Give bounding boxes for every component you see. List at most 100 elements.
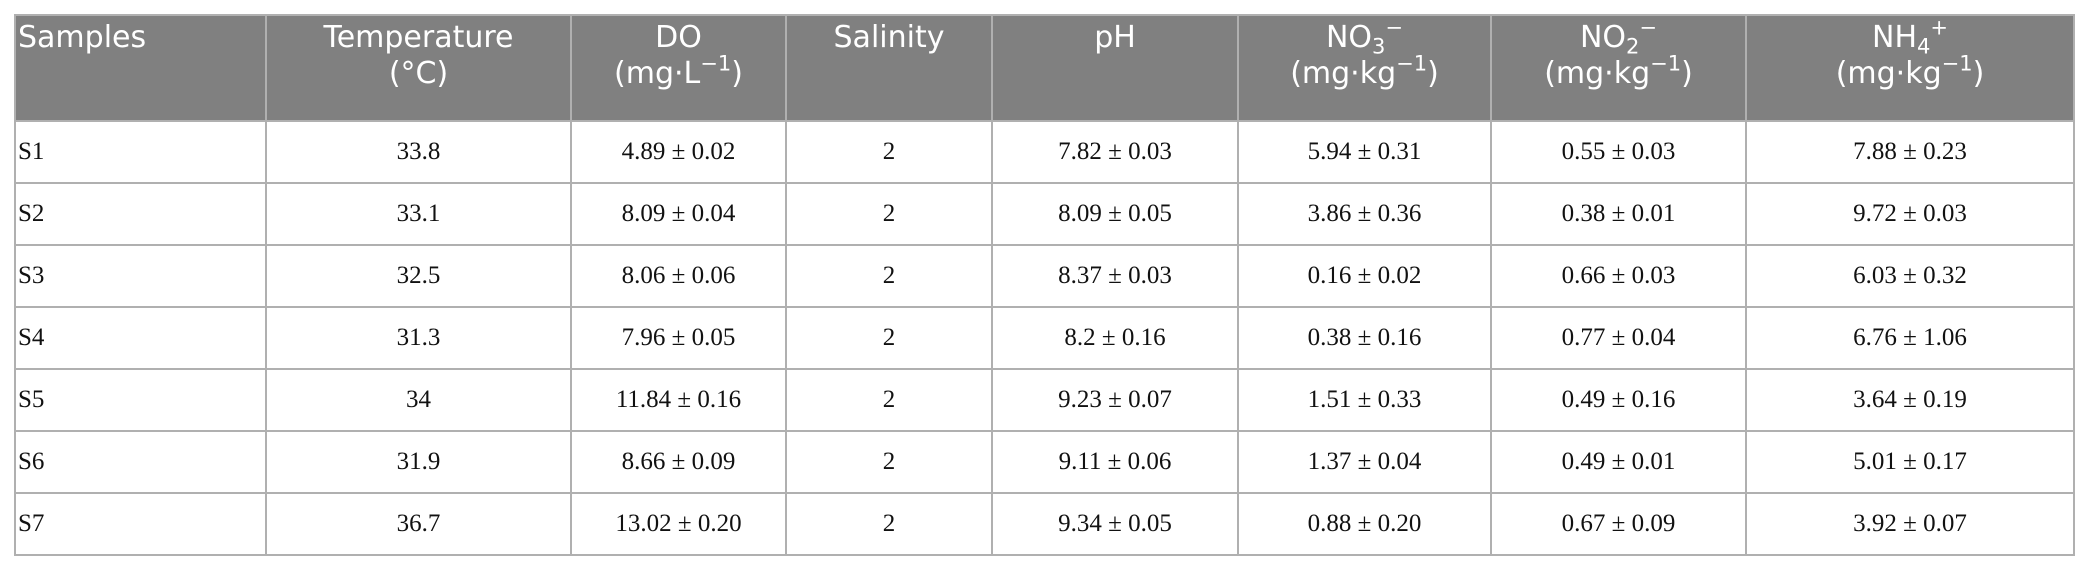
table-cell: 1.37 ± 0.04 <box>1237 430 1492 494</box>
table-cell: 11.84 ± 0.16 <box>570 368 787 432</box>
table-cell: 8.2 ± 0.16 <box>991 306 1239 370</box>
table-cell: S2 <box>14 182 267 246</box>
header-text: −1 <box>1396 51 1428 76</box>
table-cell: S5 <box>14 368 267 432</box>
table-cell: 2 <box>785 430 993 494</box>
header-text: NO <box>1325 20 1373 55</box>
table-row: S4 31.3 7.96 ± 0.05 2 8.2 ± 0.16 0.38 ± 0.16 0… <box>14 306 2075 370</box>
header-line: (°C) <box>271 56 566 92</box>
table-cell: 8.09 ± 0.05 <box>991 182 1239 246</box>
header-line: Salinity <box>791 20 987 56</box>
table-cell: S1 <box>14 120 267 184</box>
header-cell: NH4+ (mg·kg−1) <box>1745 14 2075 122</box>
header-text: ) <box>1972 56 1985 91</box>
table-cell: 0.16 ± 0.02 <box>1237 244 1492 308</box>
header-text: ) <box>1427 56 1439 91</box>
table-cell: 5.01 ± 0.17 <box>1745 430 2075 494</box>
header-cell: DO (mg·L−1) <box>570 14 787 122</box>
table-cell: 2 <box>785 244 993 308</box>
table-row: S2 33.1 8.09 ± 0.04 2 8.09 ± 0.05 3.86 ± 0.36… <box>14 182 2075 246</box>
table-cell: 3.64 ± 0.19 <box>1745 368 2075 432</box>
table-cell: 5.94 ± 0.31 <box>1237 120 1492 184</box>
table-body: S1 33.8 4.89 ± 0.02 2 7.82 ± 0.03 5.94 ± 0.31… <box>14 120 2075 556</box>
header-text: NH <box>1872 20 1917 55</box>
header-line: pH <box>997 20 1233 56</box>
header-line: Temperature <box>271 20 566 56</box>
table-cell: 36.7 <box>265 492 572 556</box>
table-cell: 8.37 ± 0.03 <box>991 244 1239 308</box>
header-line: NO2− <box>1496 17 1741 59</box>
table-row: S7 36.7 13.02 ± 0.20 2 9.34 ± 0.05 0.88 ± 0.2… <box>14 492 2075 556</box>
header-text: − <box>1385 15 1404 40</box>
header-line: NO3− <box>1243 17 1486 59</box>
header-text: −1 <box>1650 51 1682 76</box>
table-cell: 32.5 <box>265 244 572 308</box>
header-text: Temperature <box>323 20 514 55</box>
table-cell: 8.06 ± 0.06 <box>570 244 787 308</box>
table-cell: 0.38 ± 0.16 <box>1237 306 1492 370</box>
table-cell: 8.66 ± 0.09 <box>570 430 787 494</box>
header-text: (mg·kg <box>1290 56 1397 91</box>
table-cell: S4 <box>14 306 267 370</box>
table-cell: 0.77 ± 0.04 <box>1490 306 1747 370</box>
table-cell: 34 <box>265 368 572 432</box>
header-text: Samples <box>18 20 147 55</box>
header-cell: pH <box>991 14 1239 122</box>
table-row: S6 31.9 8.66 ± 0.09 2 9.11 ± 0.06 1.37 ± 0.04… <box>14 430 2075 494</box>
header-cell: NO2− (mg·kg−1) <box>1490 14 1747 122</box>
header-text: − <box>1639 15 1658 40</box>
table-cell: S6 <box>14 430 267 494</box>
header-text: (mg·kg <box>1544 56 1651 91</box>
table-cell: 6.03 ± 0.32 <box>1745 244 2075 308</box>
table-cell: 2 <box>785 182 993 246</box>
table-cell: 2 <box>785 306 993 370</box>
header-text: ) <box>731 56 743 91</box>
table-cell: 7.96 ± 0.05 <box>570 306 787 370</box>
header-text: 3 <box>1372 34 1386 59</box>
table-row: S1 33.8 4.89 ± 0.02 2 7.82 ± 0.03 5.94 ± 0.31… <box>14 120 2075 184</box>
header-text: + <box>1930 15 1948 40</box>
header-text: −1 <box>700 51 732 76</box>
table-cell: 9.11 ± 0.06 <box>991 430 1239 494</box>
header-text: ) <box>1681 56 1693 91</box>
table-cell: 0.66 ± 0.03 <box>1490 244 1747 308</box>
header-text: pH <box>1094 20 1136 55</box>
table-cell: 7.88 ± 0.23 <box>1745 120 2075 184</box>
header-text: (mg·L <box>614 56 701 91</box>
table-cell: 0.88 ± 0.20 <box>1237 492 1492 556</box>
header-line: (mg·kg−1) <box>1496 53 1741 92</box>
table-cell: 2 <box>785 368 993 432</box>
table-cell: 33.8 <box>265 120 572 184</box>
table-cell: 4.89 ± 0.02 <box>570 120 787 184</box>
header-text: 4 <box>1917 34 1931 59</box>
header-text: DO <box>655 20 702 55</box>
header-text: NO <box>1579 20 1627 55</box>
table-cell: S3 <box>14 244 267 308</box>
header-cell: Samples <box>14 14 267 122</box>
table-row: S5 34 11.84 ± 0.16 2 9.23 ± 0.07 1.51 ± 0.33 0… <box>14 368 2075 432</box>
table-row: S3 32.5 8.06 ± 0.06 2 8.37 ± 0.03 0.16 ± 0.02… <box>14 244 2075 308</box>
table-cell: 6.76 ± 1.06 <box>1745 306 2075 370</box>
header-text: 2 <box>1626 34 1640 59</box>
header-text: (°C) <box>388 56 449 91</box>
table-cell: 31.3 <box>265 306 572 370</box>
header-line: (mg·L−1) <box>576 53 781 92</box>
table-cell: 9.72 ± 0.03 <box>1745 182 2075 246</box>
header-line: (mg·kg−1) <box>1751 53 2069 92</box>
table-cell: 0.67 ± 0.09 <box>1490 492 1747 556</box>
table-cell: 3.92 ± 0.07 <box>1745 492 2075 556</box>
table-cell: 9.23 ± 0.07 <box>991 368 1239 432</box>
table-cell: 3.86 ± 0.36 <box>1237 182 1492 246</box>
table-cell: 2 <box>785 120 993 184</box>
table-cell: 0.55 ± 0.03 <box>1490 120 1747 184</box>
table-cell: 2 <box>785 492 993 556</box>
header-cell: NO3− (mg·kg−1) <box>1237 14 1492 122</box>
header-cell: Temperature (°C) <box>265 14 572 122</box>
table-cell: 0.49 ± 0.01 <box>1490 430 1747 494</box>
header-text: −1 <box>1941 51 1973 76</box>
table-cell: 0.49 ± 0.16 <box>1490 368 1747 432</box>
table-cell: 33.1 <box>265 182 572 246</box>
table-cell: 8.09 ± 0.04 <box>570 182 787 246</box>
header-line: Samples <box>18 20 261 56</box>
header-text: Salinity <box>833 20 945 55</box>
